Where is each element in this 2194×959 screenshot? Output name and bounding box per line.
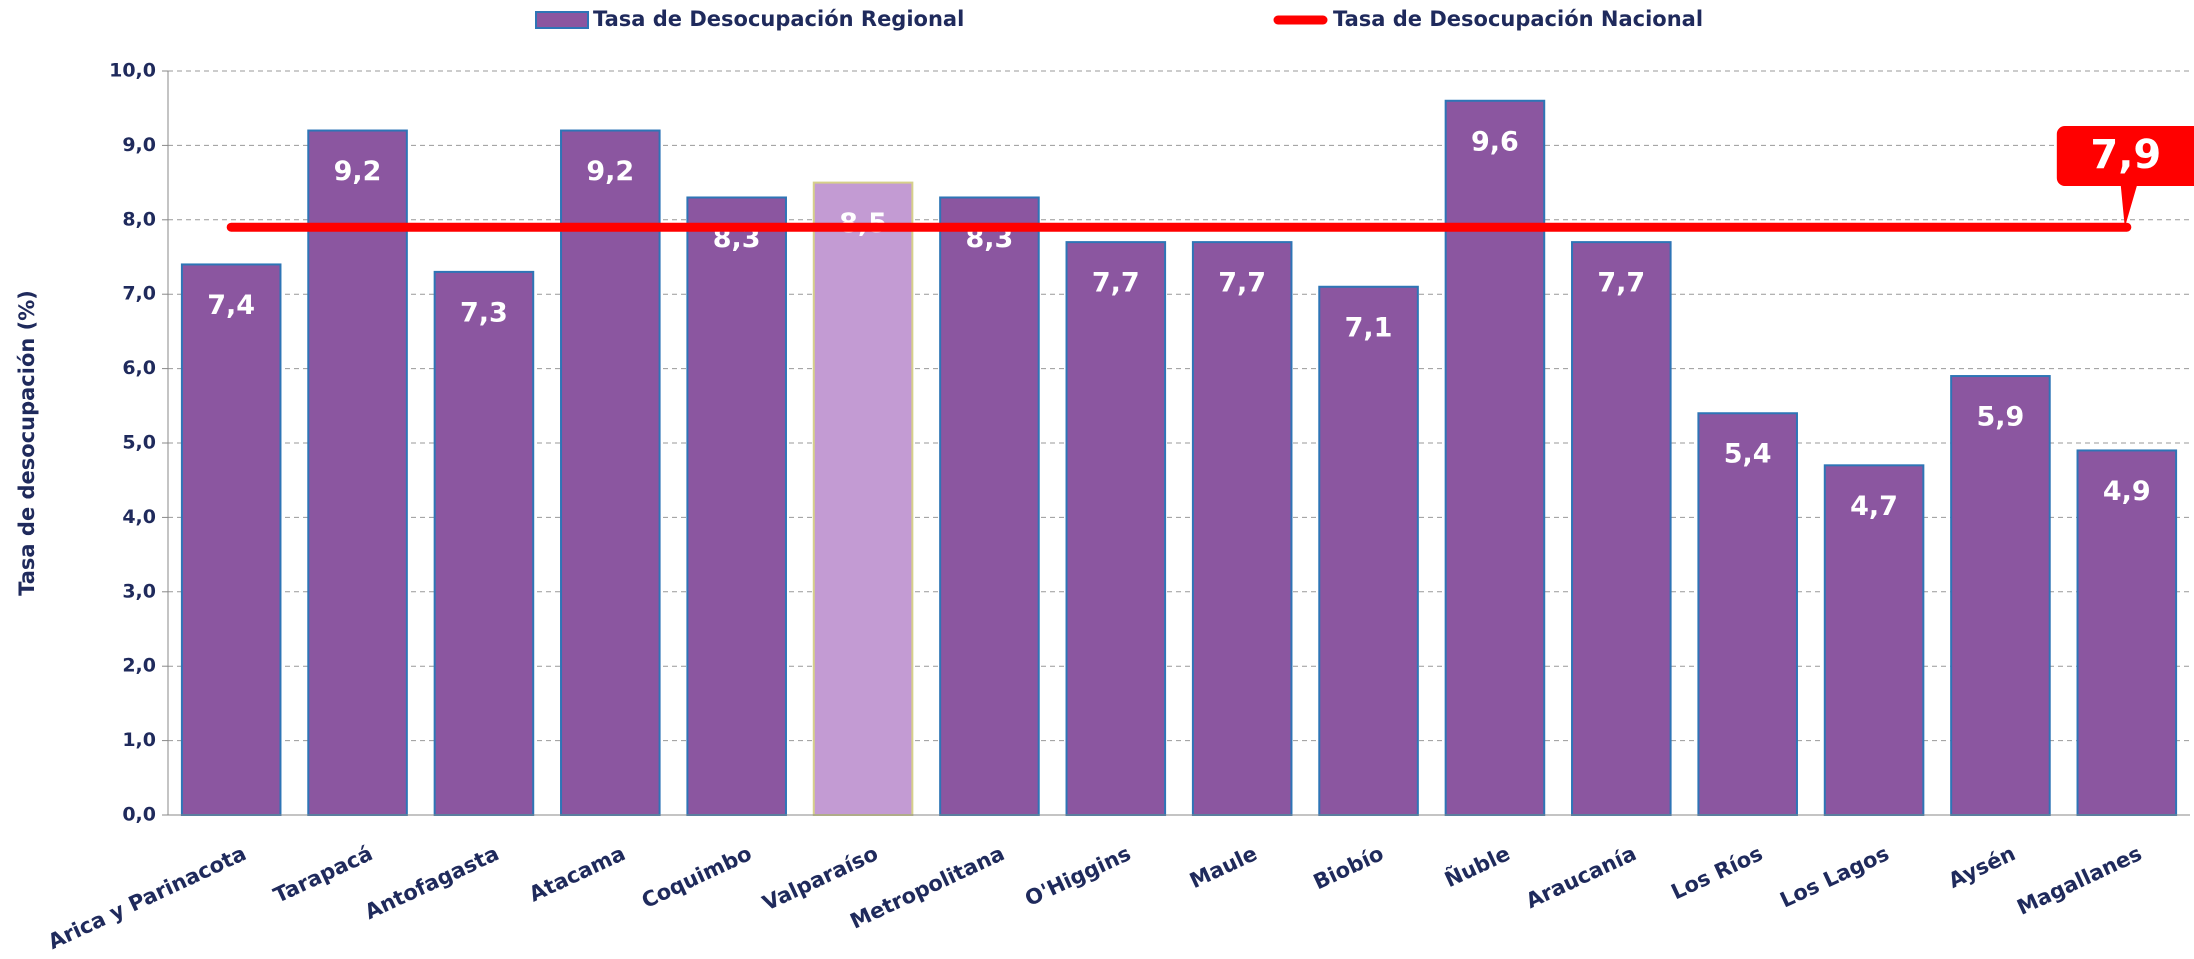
y-tick-label: 1,0 <box>122 729 156 751</box>
x-tick-label: Coquimbo <box>638 841 755 913</box>
bar <box>1318 285 1419 816</box>
bar <box>812 181 914 817</box>
bar <box>180 263 282 816</box>
value-label: 4,9 <box>2103 476 2151 507</box>
value-label: 5,4 <box>1724 439 1772 470</box>
x-tick-label: Maule <box>1186 841 1261 893</box>
value-label: 7,7 <box>1218 268 1266 299</box>
value-label: 9,2 <box>334 156 382 187</box>
bar <box>939 196 1040 817</box>
x-tick-label: Magallanes <box>2013 841 2145 920</box>
y-tick-label: 9,0 <box>122 134 156 156</box>
bar <box>1444 99 1546 816</box>
legend-label: Tasa de Desocupación Regional <box>593 7 964 31</box>
y-tick-label: 8,0 <box>122 208 156 230</box>
x-tick-label: Antofagasta <box>361 841 502 924</box>
x-tick-label: Los Lagos <box>1776 841 1892 912</box>
callout-label: 7,9 <box>2090 132 2161 178</box>
legend-label: Tasa de Desocupación Nacional <box>1333 7 1703 31</box>
y-tick-label: 0,0 <box>122 804 156 826</box>
bar <box>1950 375 2051 816</box>
x-tick-label: Tarapacá <box>270 841 376 908</box>
value-label: 7,1 <box>1345 312 1393 343</box>
y-tick-label: 3,0 <box>122 580 156 602</box>
value-label: 9,2 <box>586 156 634 187</box>
value-label: 7,7 <box>1597 268 1645 299</box>
y-axis-title: Tasa de desocupación (%) <box>15 290 39 596</box>
bar <box>433 270 535 816</box>
value-label: 7,4 <box>207 290 255 321</box>
value-label: 7,3 <box>460 297 508 328</box>
x-tick-label: O'Higgins <box>1021 841 1134 911</box>
value-label: 9,6 <box>1471 126 1519 157</box>
y-tick-label: 7,0 <box>122 283 156 305</box>
y-tick-label: 6,0 <box>122 357 156 379</box>
y-tick-label: 4,0 <box>122 506 156 528</box>
x-tick-label: Los Ríos <box>1667 841 1766 904</box>
bar <box>1823 464 1925 816</box>
x-tick-label: Arica y Parinacota <box>44 841 249 954</box>
bar <box>560 129 661 816</box>
x-tick-label: Araucanía <box>1522 841 1640 913</box>
x-tick-label: Ñuble <box>1440 840 1513 892</box>
x-tick-label: Aysén <box>1945 841 2019 893</box>
value-label: 5,9 <box>1977 402 2025 433</box>
y-tick-label: 5,0 <box>122 432 156 454</box>
legend-swatch <box>535 11 589 29</box>
y-tick-label: 2,0 <box>122 655 156 677</box>
bar <box>1571 241 1672 816</box>
callout <box>2056 126 2194 228</box>
y-tick-label: 10,0 <box>109 60 156 82</box>
value-label: 4,7 <box>1850 491 1898 522</box>
x-tick-label: Biobío <box>1310 841 1387 894</box>
bar <box>1697 412 1798 816</box>
value-label: 7,7 <box>1092 268 1140 299</box>
bar <box>1191 241 1293 816</box>
bar <box>307 129 408 816</box>
bar <box>686 196 787 817</box>
bar <box>2076 449 2178 816</box>
bar <box>1065 241 1167 816</box>
x-tick-label: Atacama <box>525 841 629 906</box>
